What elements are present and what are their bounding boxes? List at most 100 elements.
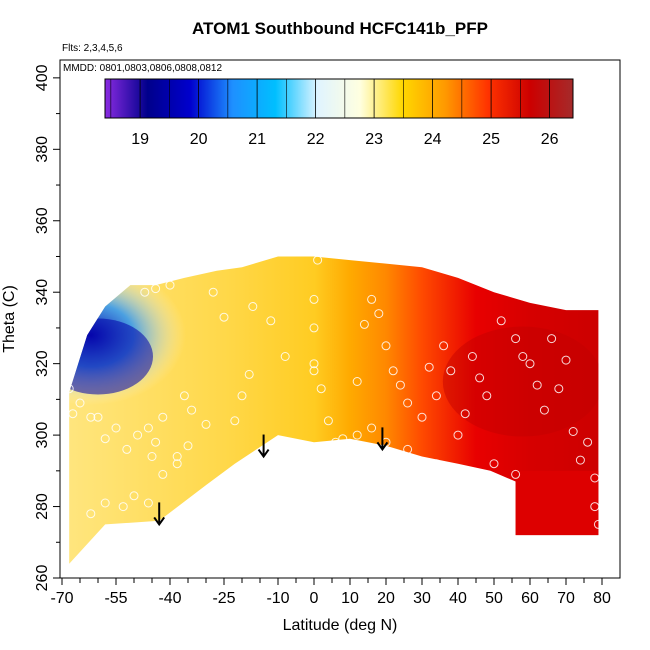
x-tick-label: 40 xyxy=(449,590,467,607)
sample-point xyxy=(518,352,528,361)
x-axis: -70 -55 -40 -25 -10 0 10 20 30 40 50 60 70 80 xyxy=(50,578,611,607)
sample-point xyxy=(460,409,470,419)
sample-point xyxy=(75,398,85,408)
y-tick-label: 320 xyxy=(34,350,51,377)
sample-point xyxy=(309,294,319,304)
tropopause-arrows xyxy=(153,427,389,527)
tropopause-arrow xyxy=(257,434,270,459)
sample-point xyxy=(86,412,96,422)
colorbar-tick-label: 26 xyxy=(541,131,559,148)
sample-point xyxy=(539,405,549,415)
y-tick-label: 360 xyxy=(34,207,51,234)
sample-point xyxy=(309,359,319,369)
sample-point xyxy=(143,498,153,508)
sample-point xyxy=(532,380,542,390)
x-tick-label: 0 xyxy=(310,590,319,607)
sample-point xyxy=(475,373,485,383)
sample-point xyxy=(453,430,463,440)
chart-title: ATOM1 Southbound HCFC141b_PFP xyxy=(192,19,488,38)
sample-point xyxy=(100,498,110,508)
x-tick-label: 20 xyxy=(377,590,395,607)
sample-point xyxy=(525,359,535,369)
sample-point xyxy=(568,427,578,436)
sample-point xyxy=(230,416,240,426)
sample-point xyxy=(151,437,161,447)
sample-point xyxy=(244,369,254,379)
sample-point xyxy=(118,502,128,512)
y-tick-label: 400 xyxy=(34,64,51,91)
sample-point xyxy=(183,441,193,451)
sample-point xyxy=(583,437,593,447)
sample-point xyxy=(424,362,434,372)
sample-point xyxy=(100,434,110,444)
sample-point xyxy=(316,384,326,394)
sample-point xyxy=(417,412,427,422)
x-tick-label: -10 xyxy=(266,590,289,607)
sample-point xyxy=(219,312,229,322)
sample-point xyxy=(143,423,153,433)
sample-point xyxy=(309,366,319,376)
y-tick-label: 260 xyxy=(34,565,51,592)
sample-point xyxy=(147,452,157,461)
sample-point xyxy=(489,459,499,469)
tropopause-arrow xyxy=(376,427,389,452)
sample-point xyxy=(208,287,218,297)
x-tick-label: 60 xyxy=(521,590,539,607)
sample-point xyxy=(338,434,348,444)
sample-point xyxy=(511,334,521,344)
x-tick-label: 80 xyxy=(593,590,611,607)
sample-point xyxy=(248,302,258,311)
sample-point xyxy=(561,355,571,365)
sample-point xyxy=(431,459,441,469)
sample-point xyxy=(158,412,168,422)
field-red-core xyxy=(442,326,599,437)
sample-point xyxy=(323,416,333,426)
sample-point xyxy=(381,341,391,351)
x-tick-label: -70 xyxy=(50,590,73,607)
sample-point xyxy=(93,412,103,422)
sample-point xyxy=(187,405,197,415)
flights-note: Flts: 2,3,4,5,6 xyxy=(62,43,123,54)
sample-point xyxy=(554,384,564,394)
colorbar-tick-label: 21 xyxy=(248,131,266,148)
colorbar-tick-label: 24 xyxy=(424,131,442,148)
sample-points xyxy=(64,255,603,529)
colorbar-tick-label: 25 xyxy=(482,131,500,148)
y-axis: 260 280 300 320 340 360 380 400 xyxy=(34,64,60,591)
sample-point xyxy=(309,323,319,333)
x-tick-label: 50 xyxy=(485,590,503,607)
sample-point xyxy=(352,430,362,440)
sample-point xyxy=(172,459,182,469)
sample-point xyxy=(403,444,413,454)
sample-point xyxy=(482,391,492,401)
x-tick-label: -25 xyxy=(212,590,235,607)
sample-point xyxy=(158,469,168,479)
sample-point xyxy=(179,391,189,401)
sample-point xyxy=(359,319,369,329)
sample-point xyxy=(237,391,247,401)
y-tick-label: 380 xyxy=(34,136,51,163)
sample-point xyxy=(172,452,182,461)
sample-point xyxy=(431,391,441,401)
sample-point xyxy=(511,469,521,479)
sample-point xyxy=(165,280,175,290)
y-tick-label: 280 xyxy=(34,493,51,520)
sample-point xyxy=(331,437,341,447)
x-tick-label: -55 xyxy=(104,590,127,607)
x-axis-title: Latitude (deg N) xyxy=(283,617,398,634)
sample-point xyxy=(86,509,96,519)
colorbar-bar xyxy=(104,78,574,119)
sample-point xyxy=(590,473,600,483)
sample-point xyxy=(374,309,384,319)
colorbar-tick-label: 19 xyxy=(131,131,149,148)
sample-point xyxy=(122,444,132,454)
sample-point xyxy=(140,287,150,297)
sample-point xyxy=(467,352,477,361)
tropopause-arrow xyxy=(153,502,166,527)
colorbar-tick-label: 22 xyxy=(307,131,325,148)
sample-point xyxy=(111,423,121,433)
y-axis-title: Theta (C) xyxy=(1,285,18,353)
sample-point xyxy=(367,294,377,304)
sample-point xyxy=(367,423,377,433)
sample-point xyxy=(201,419,211,429)
